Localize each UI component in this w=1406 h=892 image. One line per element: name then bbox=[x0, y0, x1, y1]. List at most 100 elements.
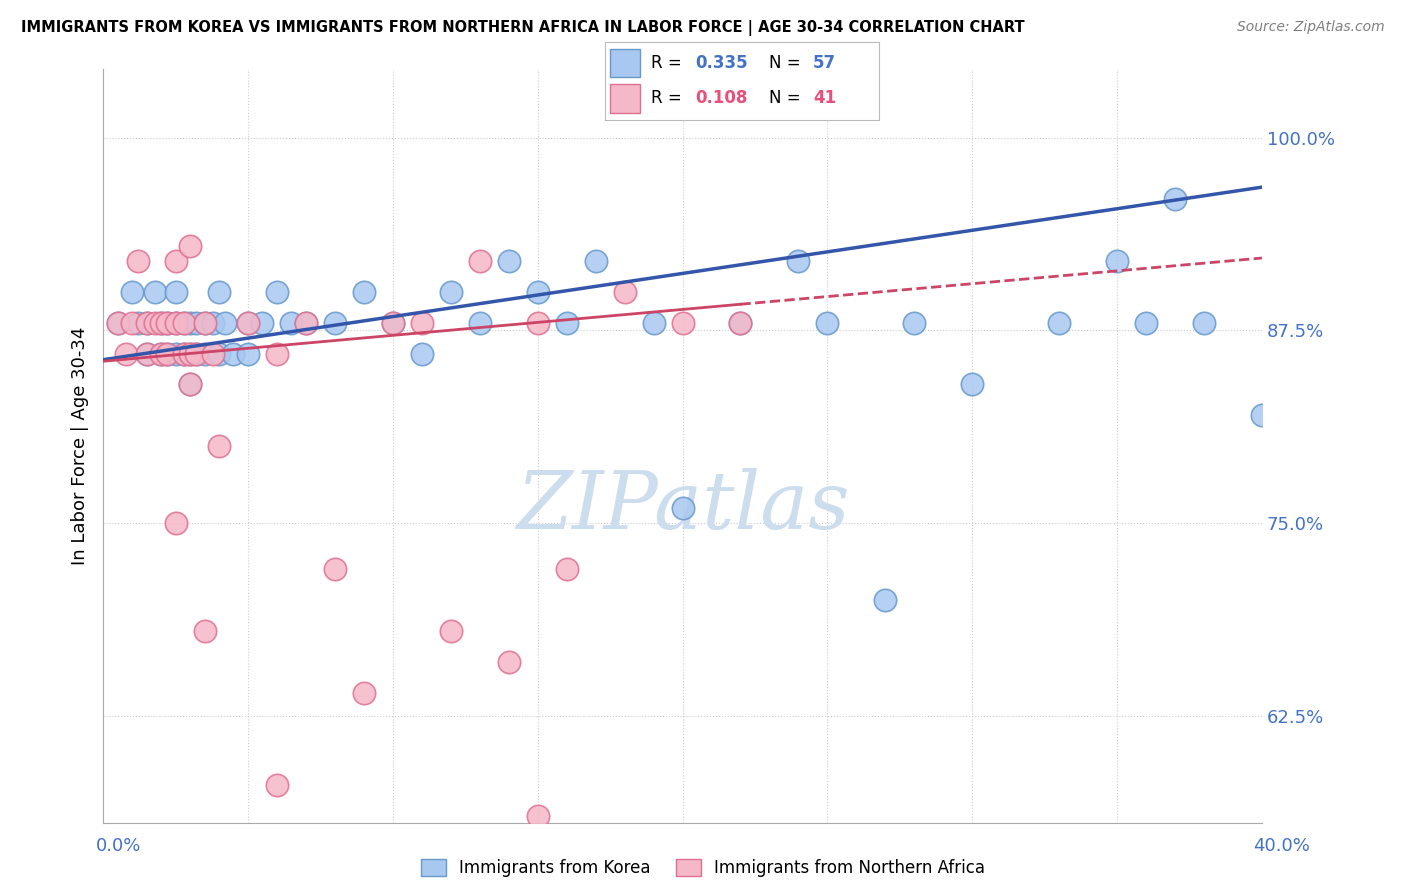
Point bbox=[353, 685, 375, 699]
Point bbox=[165, 316, 187, 330]
Point bbox=[671, 500, 693, 515]
Point bbox=[730, 316, 752, 330]
Point bbox=[107, 316, 129, 330]
Point bbox=[498, 254, 520, 268]
Point bbox=[960, 377, 983, 392]
Point bbox=[222, 346, 245, 360]
Point bbox=[193, 346, 215, 360]
Text: R =: R = bbox=[651, 54, 682, 72]
Point bbox=[173, 316, 195, 330]
Point bbox=[179, 346, 201, 360]
Point bbox=[179, 346, 201, 360]
Point bbox=[150, 316, 173, 330]
Point bbox=[143, 316, 166, 330]
Point bbox=[526, 316, 548, 330]
Point bbox=[121, 316, 143, 330]
Point bbox=[193, 316, 215, 330]
Point bbox=[173, 346, 195, 360]
Point bbox=[202, 346, 225, 360]
Point bbox=[323, 316, 346, 330]
Point bbox=[214, 316, 236, 330]
Point bbox=[280, 316, 302, 330]
Point bbox=[266, 285, 288, 299]
Point bbox=[555, 562, 578, 576]
Text: N =: N = bbox=[769, 89, 800, 107]
Point bbox=[440, 285, 463, 299]
Text: IMMIGRANTS FROM KOREA VS IMMIGRANTS FROM NORTHERN AFRICA IN LABOR FORCE | AGE 30: IMMIGRANTS FROM KOREA VS IMMIGRANTS FROM… bbox=[21, 20, 1025, 36]
Text: ZIPatlas: ZIPatlas bbox=[516, 467, 849, 545]
Point bbox=[440, 624, 463, 638]
Point bbox=[156, 346, 179, 360]
Point bbox=[815, 316, 838, 330]
Point bbox=[381, 316, 404, 330]
Text: Source: ZipAtlas.com: Source: ZipAtlas.com bbox=[1237, 20, 1385, 34]
Point bbox=[526, 809, 548, 823]
Point bbox=[150, 346, 173, 360]
Point bbox=[165, 254, 187, 268]
Point bbox=[411, 316, 433, 330]
Bar bbox=[610, 49, 640, 78]
Point bbox=[1105, 254, 1128, 268]
Point bbox=[787, 254, 810, 268]
Point bbox=[150, 316, 173, 330]
Point bbox=[165, 346, 187, 360]
Point bbox=[323, 562, 346, 576]
Point bbox=[526, 285, 548, 299]
Legend: Immigrants from Korea, Immigrants from Northern Africa: Immigrants from Korea, Immigrants from N… bbox=[415, 852, 991, 884]
Point bbox=[468, 316, 491, 330]
Point bbox=[165, 316, 187, 330]
Point bbox=[1135, 316, 1157, 330]
Point bbox=[1251, 408, 1274, 422]
Point bbox=[127, 254, 149, 268]
Point bbox=[150, 346, 173, 360]
Text: 0.108: 0.108 bbox=[695, 89, 748, 107]
Point bbox=[236, 316, 259, 330]
Point bbox=[184, 346, 207, 360]
Bar bbox=[610, 85, 640, 112]
Point bbox=[903, 316, 925, 330]
Point bbox=[179, 238, 201, 252]
Point bbox=[1164, 193, 1187, 207]
Point bbox=[156, 316, 179, 330]
Point bbox=[156, 346, 179, 360]
Point bbox=[179, 377, 201, 392]
Point bbox=[184, 316, 207, 330]
Point bbox=[115, 346, 138, 360]
Point bbox=[1192, 316, 1215, 330]
Point bbox=[613, 285, 636, 299]
Point bbox=[555, 316, 578, 330]
Point bbox=[585, 254, 607, 268]
Y-axis label: In Labor Force | Age 30-34: In Labor Force | Age 30-34 bbox=[72, 326, 89, 566]
Point bbox=[1047, 316, 1070, 330]
Point bbox=[236, 316, 259, 330]
Point bbox=[875, 593, 897, 607]
Point bbox=[730, 316, 752, 330]
Point bbox=[173, 316, 195, 330]
Point bbox=[266, 778, 288, 792]
Point bbox=[295, 316, 318, 330]
Point bbox=[173, 346, 195, 360]
Point bbox=[498, 655, 520, 669]
Point bbox=[165, 285, 187, 299]
Point bbox=[266, 346, 288, 360]
Point bbox=[381, 316, 404, 330]
Point bbox=[179, 377, 201, 392]
Text: 0.335: 0.335 bbox=[695, 54, 748, 72]
Point bbox=[184, 346, 207, 360]
Text: 41: 41 bbox=[813, 89, 837, 107]
Point bbox=[135, 346, 157, 360]
Point bbox=[179, 316, 201, 330]
Text: 57: 57 bbox=[813, 54, 837, 72]
Point bbox=[208, 346, 231, 360]
Point bbox=[671, 316, 693, 330]
Text: 40.0%: 40.0% bbox=[1254, 837, 1310, 855]
Point bbox=[411, 346, 433, 360]
Point bbox=[135, 316, 157, 330]
Point bbox=[208, 439, 231, 453]
Point bbox=[165, 516, 187, 530]
Point bbox=[353, 285, 375, 299]
Point bbox=[252, 316, 274, 330]
Point bbox=[143, 285, 166, 299]
Point bbox=[193, 624, 215, 638]
Point bbox=[202, 316, 225, 330]
